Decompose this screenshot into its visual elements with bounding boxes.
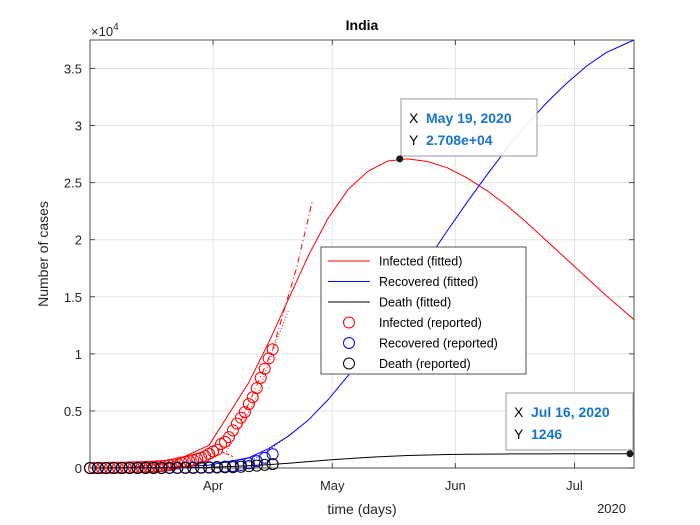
datatip-x-label: X	[514, 404, 524, 420]
data-point-death-reported	[226, 461, 239, 474]
legend-label: Recovered (reported)	[379, 337, 498, 351]
datatip-y-value: 1246	[531, 426, 562, 442]
data-point-infected-reported	[167, 458, 180, 471]
datatip-x-value: May 19, 2020	[426, 110, 512, 126]
datatip-1: X May 19, 2020 Y 2.708e+04	[396, 98, 538, 163]
legend-label: Recovered (fitted)	[379, 275, 478, 289]
x-tick-label: Apr	[203, 478, 224, 493]
data-point-infected-reported	[238, 406, 251, 419]
data-point-death-reported	[250, 459, 263, 472]
datatip-y-label: Y	[514, 426, 524, 442]
data-point-recovered-reported	[258, 451, 271, 464]
legend-label: Death (fitted)	[379, 296, 451, 310]
data-point-death-reported	[266, 458, 279, 471]
data-point-infected-reported	[163, 459, 176, 472]
data-point-infected-reported	[250, 382, 263, 395]
data-point-infected-reported	[266, 343, 279, 356]
data-point-death-reported	[219, 461, 232, 474]
datatip-box	[505, 392, 634, 451]
legend-box	[320, 246, 527, 375]
x-tick-label: Jun	[445, 478, 466, 493]
datatip-x-label: X	[409, 110, 419, 126]
y-tick-label: 2.5	[64, 176, 82, 191]
datatip-2: X Jul 16, 2020 Y 1246	[505, 392, 634, 458]
data-point-infected-reported	[226, 424, 239, 437]
fit-projection-line	[248, 432, 293, 463]
y-tick-label: 3	[75, 119, 82, 134]
datatip-x-value: Jul 16, 2020	[531, 404, 610, 420]
legend-items: Infected (fitted) Recovered (fitted) Death…	[328, 255, 498, 371]
y-axis-title: Number of cases	[35, 201, 51, 307]
data-point-infected-reported	[127, 461, 140, 474]
data-point-infected-reported	[219, 435, 232, 448]
x-tick-label: May	[320, 478, 345, 493]
legend-label: Infected (fitted)	[379, 255, 462, 269]
data-point-infected-reported	[135, 461, 148, 474]
y-tick-label: 3.5	[64, 62, 82, 77]
legend-swatch-marker	[343, 337, 355, 349]
datatip-box	[400, 98, 538, 157]
y-tick-label: 2	[75, 233, 82, 248]
legend-swatch-marker	[343, 357, 355, 370]
data-point-infected-reported	[242, 398, 255, 411]
datatip-y-value: 2.708e+04	[426, 132, 493, 148]
legend-label: Infected (reported)	[379, 316, 482, 330]
datatip-marker	[396, 155, 404, 163]
year-label: 2020	[597, 501, 626, 516]
datatip-marker	[626, 450, 634, 458]
y-tick-label: 0.5	[64, 404, 82, 419]
legend-label: Death (reported)	[379, 357, 471, 371]
fit-projection-line	[216, 449, 234, 458]
chart-title: India	[346, 17, 379, 33]
data-point-infected-reported	[179, 455, 192, 468]
x-axis-title: time (days)	[327, 501, 396, 517]
x-tick-label: Jul	[566, 478, 583, 493]
datatips: X May 19, 2020 Y 2.708e+04 X Jul 16, 2020 Y 124…	[396, 98, 634, 458]
legend: Infected (fitted) Recovered (fitted) Death…	[320, 246, 527, 375]
data-point-recovered-reported	[266, 448, 279, 461]
y-exponent-label: ×104	[91, 22, 119, 39]
data-point-death-reported	[211, 461, 224, 474]
legend-swatch-marker	[343, 316, 355, 329]
data-point-infected-reported	[258, 362, 271, 375]
datatip-y-label: Y	[409, 132, 419, 148]
data-point-death-reported	[258, 458, 271, 471]
plot-frame	[89, 39, 635, 469]
data-point-death-reported	[242, 460, 255, 473]
data-point-infected-reported	[119, 461, 132, 474]
y-tick-label: 1	[75, 347, 82, 362]
y-tick-label: 0	[75, 461, 82, 476]
axis-ticks: 0 0.5 1 1.5 2 2.5 3 3.5 Apr May Jun Jul	[64, 40, 634, 493]
data-point-infected-reported	[222, 431, 235, 444]
data-point-death-reported	[234, 460, 247, 473]
y-tick-label: 1.5	[64, 290, 82, 305]
data-point-recovered-reported	[242, 457, 255, 470]
fit-projection-line	[224, 310, 290, 455]
